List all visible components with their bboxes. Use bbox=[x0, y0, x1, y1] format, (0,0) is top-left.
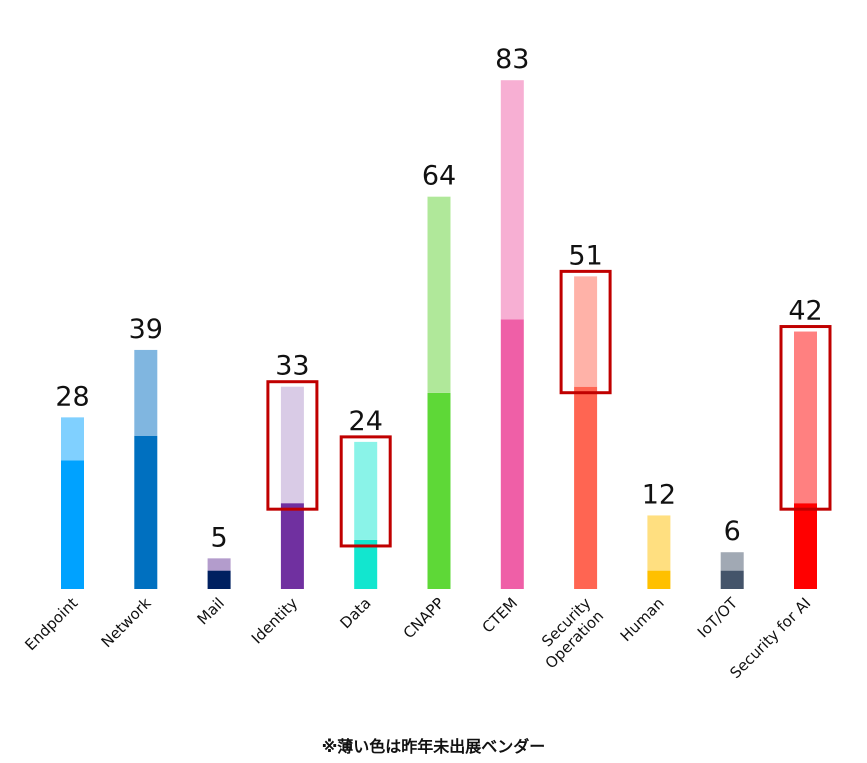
bar-mail-returning bbox=[207, 570, 231, 589]
tick-label-ctem: CTEM bbox=[479, 594, 521, 636]
bar-identity-new bbox=[280, 386, 304, 504]
tick-label-human: Human bbox=[617, 594, 668, 645]
bar-endpoint-new bbox=[61, 417, 84, 461]
bar-security-operation-new bbox=[574, 276, 598, 387]
bar-human-new bbox=[647, 515, 671, 571]
bar-network-new bbox=[134, 349, 158, 436]
highlight-box-security-for-ai bbox=[779, 325, 832, 511]
highlight-box-data bbox=[339, 435, 392, 548]
bar-security-operation-returning bbox=[574, 386, 598, 589]
bar-network-returning bbox=[134, 435, 158, 589]
bar-ctem-returning bbox=[500, 319, 524, 589]
value-label-network: 39 bbox=[129, 314, 163, 345]
tick-label-iot-ot: IoT/OT bbox=[694, 594, 742, 642]
value-label-cnapp: 64 bbox=[422, 161, 456, 192]
value-label-endpoint: 28 bbox=[55, 381, 89, 412]
tick-label-identity: Identity bbox=[248, 594, 301, 647]
bar-mail-new bbox=[207, 558, 231, 571]
value-label-iot-ot: 6 bbox=[724, 516, 741, 547]
bar-iot-ot-returning bbox=[720, 570, 744, 589]
value-label-ctem: 83 bbox=[495, 44, 529, 75]
tick-label-mail: Mail bbox=[194, 594, 228, 628]
value-label-identity: 33 bbox=[275, 351, 309, 382]
bar-data-returning bbox=[354, 539, 378, 589]
bar-human-returning bbox=[647, 570, 671, 589]
tick-label-network: Network bbox=[98, 594, 155, 651]
tick-label-endpoint: Endpoint bbox=[21, 594, 81, 654]
highlight-box-security-operation bbox=[559, 269, 612, 395]
bar-iot-ot-new bbox=[720, 552, 744, 571]
value-label-security-for-ai: 42 bbox=[788, 296, 822, 327]
tick-label-security-operation: SecurityOperation bbox=[529, 594, 607, 672]
bar-security-for-ai-returning bbox=[794, 503, 817, 589]
value-label-data: 24 bbox=[349, 406, 383, 437]
bar-cnapp-new bbox=[427, 196, 451, 393]
highlight-box-identity bbox=[266, 380, 319, 511]
bar-endpoint-returning bbox=[61, 460, 84, 589]
bar-data-new bbox=[354, 441, 378, 540]
bar-ctem-new bbox=[500, 80, 524, 320]
value-label-human: 12 bbox=[642, 479, 676, 510]
value-label-security-operation: 51 bbox=[568, 240, 602, 271]
bar-cnapp-returning bbox=[427, 392, 451, 589]
footnote: ※薄い色は昨年未出展ベンダー bbox=[321, 737, 546, 756]
tick-label-cnapp: CNAPP bbox=[400, 594, 448, 642]
bar-security-for-ai-new bbox=[794, 331, 817, 504]
tick-label-data: Data bbox=[336, 594, 374, 632]
value-label-mail: 5 bbox=[211, 522, 228, 553]
bar-identity-returning bbox=[280, 503, 304, 589]
